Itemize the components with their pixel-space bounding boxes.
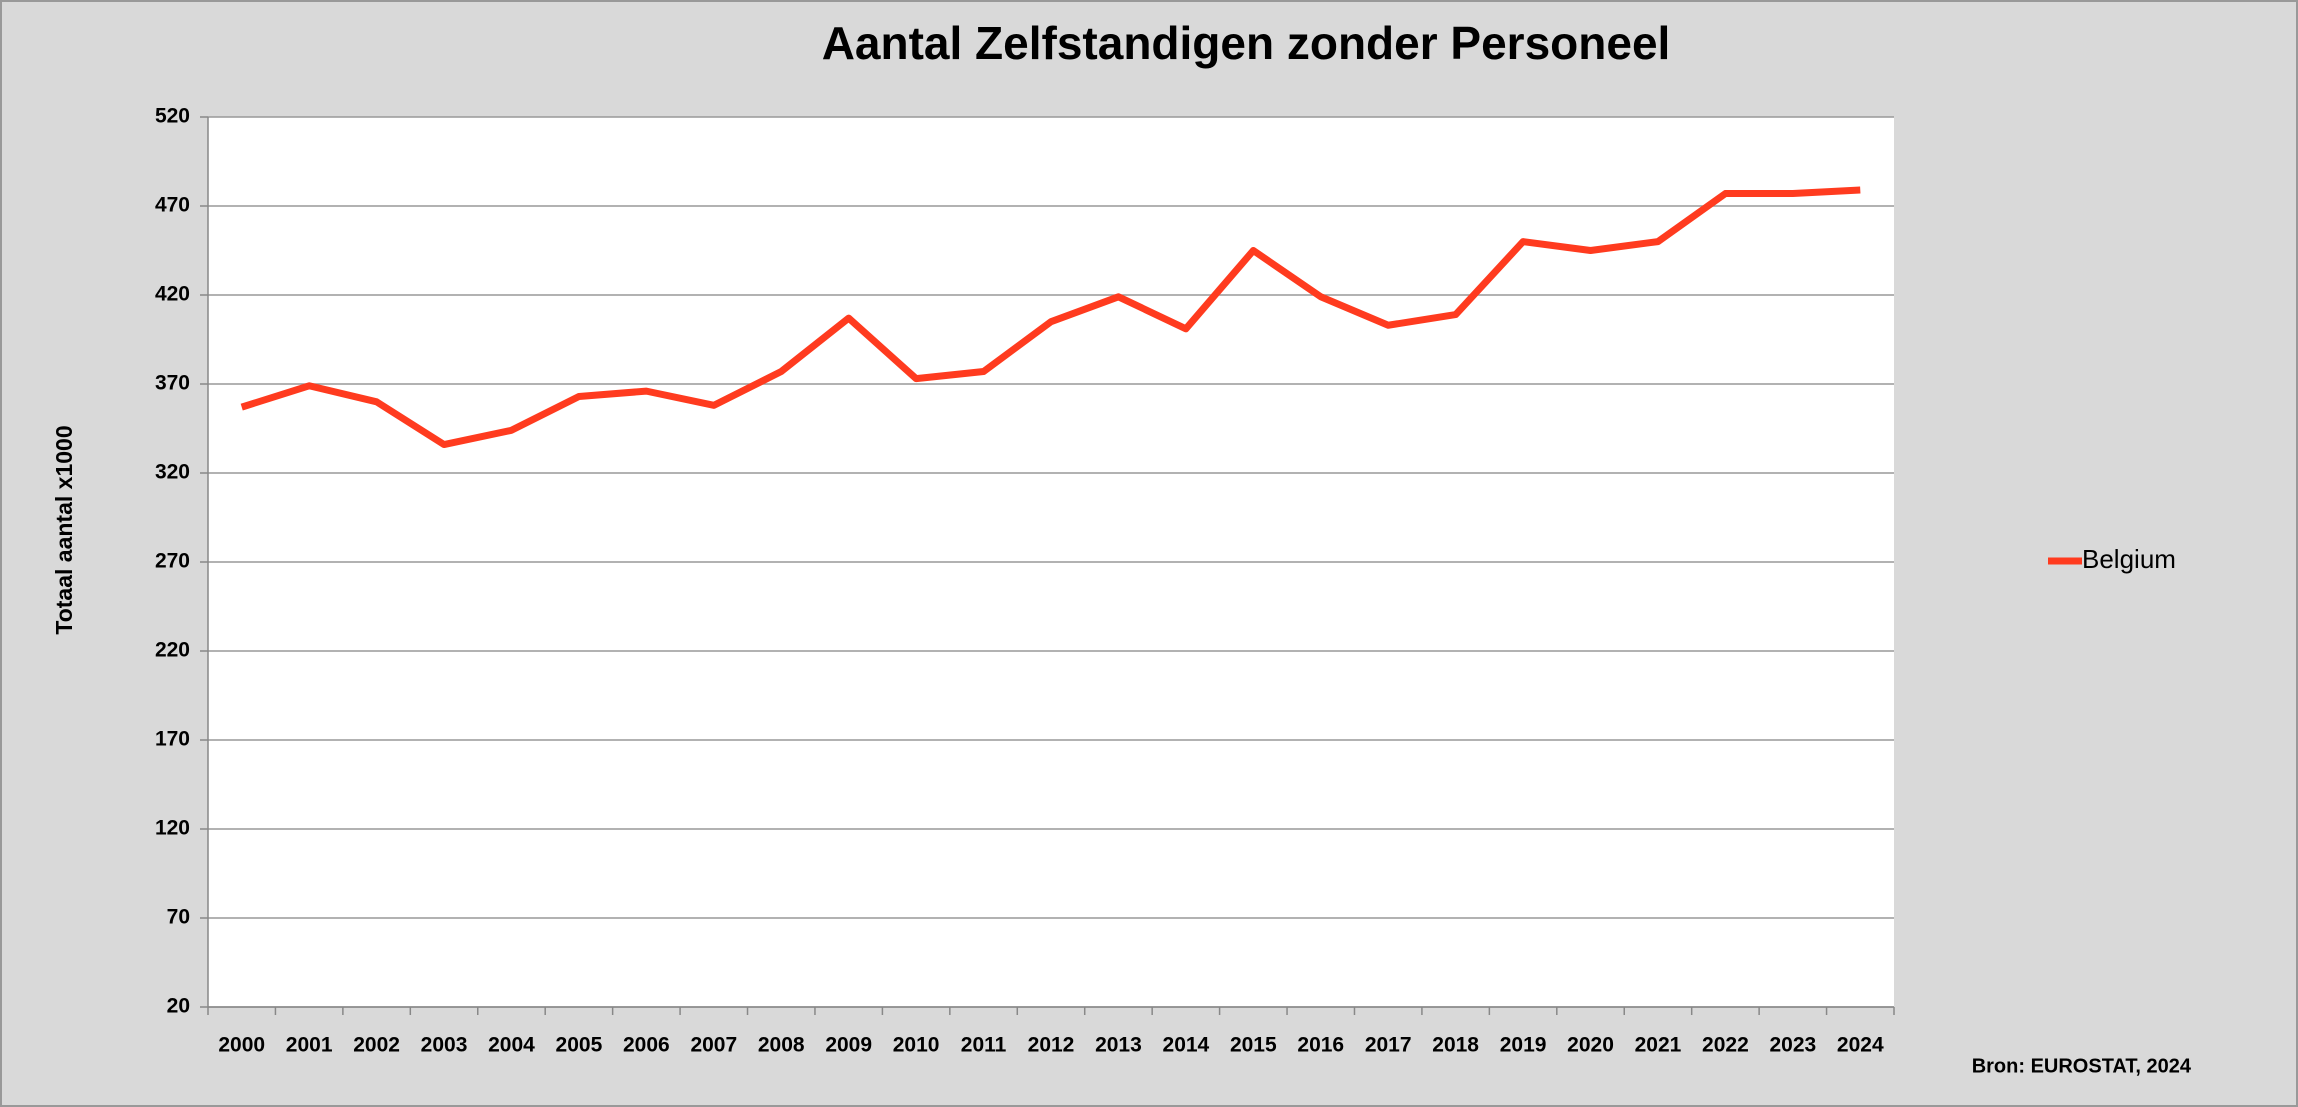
y-axis-label: Totaal aantal x1000 bbox=[51, 425, 77, 634]
x-tick-label: 2001 bbox=[286, 1034, 333, 1057]
x-tick-label: 2022 bbox=[1702, 1034, 1749, 1057]
x-tick-label: 2019 bbox=[1500, 1034, 1547, 1057]
chart-title: Aantal Zelfstandigen zonder Personeel bbox=[822, 17, 1671, 69]
y-tick-label: 170 bbox=[155, 728, 190, 751]
x-tick-label: 2020 bbox=[1567, 1034, 1614, 1057]
y-tick-label: 70 bbox=[167, 906, 190, 929]
x-tick-label: 2018 bbox=[1432, 1034, 1479, 1057]
data-line bbox=[240, 186, 1861, 449]
x-tick-label: 2011 bbox=[961, 1034, 1007, 1057]
x-tick-label: 2002 bbox=[353, 1034, 400, 1057]
x-tick-label: 2014 bbox=[1163, 1034, 1210, 1057]
x-tick-label: 2013 bbox=[1095, 1034, 1142, 1057]
x-tick-label: 2003 bbox=[421, 1034, 468, 1057]
x-tick-label: 2010 bbox=[893, 1034, 940, 1057]
source-note: Bron: EUROSTAT, 2024 bbox=[1972, 1055, 2192, 1077]
x-tick-label: 2006 bbox=[623, 1034, 670, 1057]
x-tick-label: 2015 bbox=[1230, 1034, 1277, 1057]
legend-label: Belgium bbox=[2082, 544, 2176, 574]
x-tick-label: 2016 bbox=[1297, 1034, 1344, 1057]
x-tick-label: 2021 bbox=[1635, 1034, 1682, 1057]
x-tick-label: 2000 bbox=[218, 1034, 265, 1057]
y-tick-label: 320 bbox=[155, 461, 190, 484]
y-tick-label: 20 bbox=[167, 995, 190, 1018]
x-tick-label: 2012 bbox=[1028, 1034, 1075, 1057]
y-tick-label: 370 bbox=[155, 372, 190, 395]
x-tick-label: 2024 bbox=[1837, 1034, 1884, 1057]
y-tick-label: 270 bbox=[155, 550, 190, 573]
x-tick-label: 2009 bbox=[825, 1034, 872, 1057]
y-tick-label: 470 bbox=[155, 194, 190, 217]
x-tick-label: 2008 bbox=[758, 1034, 805, 1057]
x-tick-label: 2017 bbox=[1365, 1034, 1412, 1057]
y-tick-label: 120 bbox=[155, 817, 190, 840]
y-tick-label: 520 bbox=[155, 105, 190, 128]
x-tick-label: 2005 bbox=[556, 1034, 603, 1057]
y-tick-label: 220 bbox=[155, 639, 190, 662]
x-tick-label: 2023 bbox=[1769, 1034, 1816, 1057]
x-tick-label: 2007 bbox=[690, 1034, 737, 1057]
y-tick-label: 420 bbox=[155, 283, 190, 306]
x-tick-label: 2004 bbox=[488, 1034, 535, 1057]
